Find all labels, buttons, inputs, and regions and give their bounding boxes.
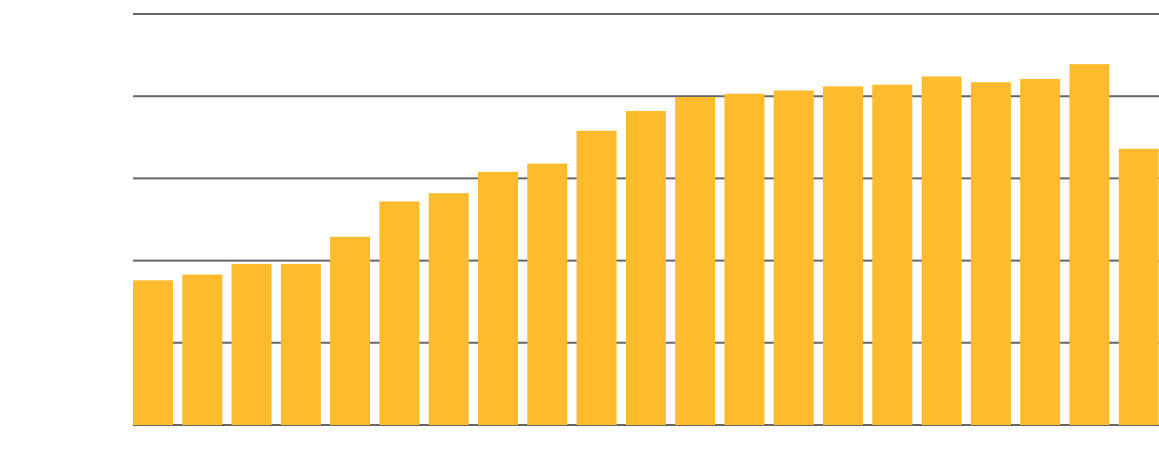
bars bbox=[133, 64, 1159, 426]
bar bbox=[280, 263, 321, 425]
bar bbox=[527, 163, 568, 425]
bar bbox=[231, 263, 272, 425]
bar bbox=[1020, 78, 1061, 426]
bar bbox=[921, 76, 962, 426]
bar bbox=[823, 86, 863, 425]
bar bbox=[1118, 148, 1159, 426]
bar bbox=[428, 193, 469, 425]
bar bbox=[1069, 64, 1110, 425]
bar bbox=[576, 130, 617, 425]
bar bbox=[724, 93, 765, 425]
bar bbox=[773, 90, 814, 426]
bar bbox=[675, 97, 716, 425]
bar bbox=[133, 280, 173, 425]
bar bbox=[478, 171, 518, 425]
bar bbox=[379, 201, 420, 425]
bar bbox=[625, 110, 666, 425]
bar bbox=[872, 84, 913, 425]
bar bbox=[330, 236, 371, 425]
bar bbox=[970, 82, 1011, 425]
bar bbox=[182, 274, 223, 425]
